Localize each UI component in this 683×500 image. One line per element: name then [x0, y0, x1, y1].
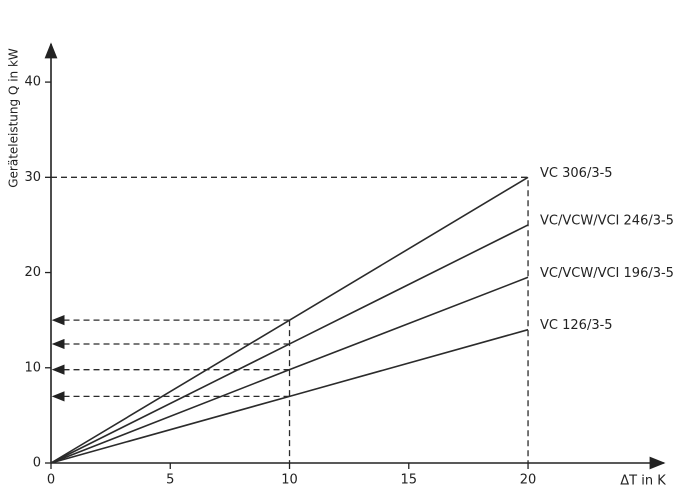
legend-label: VC 306/3-5	[540, 166, 613, 181]
series-line	[50, 276, 529, 464]
x-tick-label: 0	[47, 473, 55, 488]
x-tick-label: 20	[520, 473, 537, 488]
y-tick-label: 0	[33, 456, 41, 471]
series-line	[50, 328, 529, 464]
legend-label: VC/VCW/VCI 246/3-5	[540, 213, 674, 228]
y-tick-label: 20	[24, 265, 41, 280]
legend-label: VC/VCW/VCI 196/3-5	[540, 266, 674, 281]
x-tick-label: 5	[166, 473, 174, 488]
y-tick-label: 10	[24, 360, 41, 375]
series-line	[50, 176, 529, 464]
y-axis-label: Geräteleistung Q in kW	[7, 48, 21, 188]
x-tick-label: 15	[401, 473, 418, 488]
x-tick-label: 10	[281, 473, 298, 488]
x-axis-label: ΔT in K	[620, 474, 666, 489]
legend-label: VC 126/3-5	[540, 318, 613, 333]
y-tick-label: 40	[24, 75, 41, 90]
series-line	[50, 224, 529, 464]
y-tick-label: 30	[24, 170, 41, 185]
